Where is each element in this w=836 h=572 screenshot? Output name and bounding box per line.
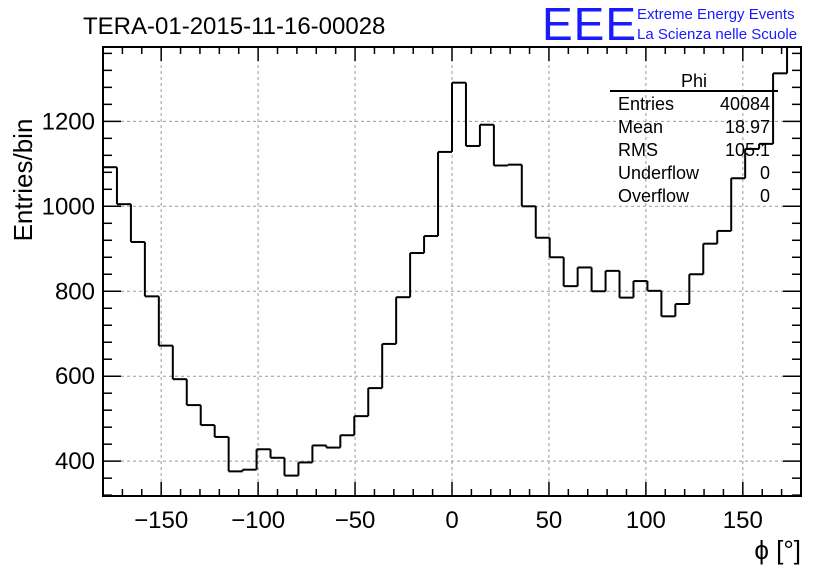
histogram-bin — [395, 296, 411, 344]
x-tick-label: 50 — [536, 507, 563, 534]
stats-label: Overflow — [618, 186, 690, 206]
histogram-bin — [604, 269, 620, 292]
histogram-bin — [283, 457, 299, 477]
histogram-bin — [534, 206, 550, 239]
histogram-bin — [632, 280, 648, 298]
histogram-bin — [199, 405, 215, 427]
histogram-bin — [171, 345, 187, 381]
histogram-bin — [786, 46, 801, 74]
eee-logo: EEE Extreme Energy Events La Scienza nel… — [542, 0, 797, 50]
histogram-bin — [297, 461, 313, 476]
logo-mark: EEE — [542, 0, 637, 50]
histogram-bin — [367, 387, 383, 417]
histogram-bin — [339, 434, 355, 448]
histogram-bin — [115, 167, 131, 206]
stats-label: Entries — [618, 94, 674, 114]
histogram-bin — [646, 281, 662, 292]
histogram-bin — [520, 164, 536, 208]
histogram-bin — [548, 237, 564, 259]
histogram-bin — [255, 448, 271, 470]
x-tick-label: −50 — [335, 507, 376, 534]
histogram-bin — [674, 302, 690, 317]
y-tick-label: 1200 — [42, 108, 95, 135]
histogram-bin — [143, 241, 159, 298]
y-tick-label: 1000 — [42, 193, 95, 220]
stats-value: 0 — [760, 186, 770, 206]
histogram-bin — [716, 229, 732, 244]
histogram-bin — [157, 296, 173, 347]
y-tick-label: 800 — [55, 278, 95, 305]
histogram-bin — [325, 445, 341, 449]
x-tick-label: −150 — [134, 507, 188, 534]
histogram-bin — [492, 124, 508, 167]
y-tick-label: 400 — [55, 448, 95, 475]
y-tick-label: 600 — [55, 363, 95, 390]
histogram-bin — [478, 123, 494, 146]
histogram-bin — [227, 436, 243, 473]
histogram-bin — [451, 81, 466, 152]
stats-box: Phi Entries 40084 Mean 18.97 RMS 105.1 U… — [610, 71, 778, 206]
stats-value: 40084 — [720, 94, 770, 114]
histogram-bin — [618, 270, 634, 299]
histogram-bin — [576, 266, 592, 287]
histogram-bin — [185, 379, 201, 407]
histogram-bin — [562, 257, 578, 288]
histogram-bin — [590, 267, 606, 293]
logo-line2: La Scienza nelle Scuole — [637, 26, 797, 43]
histogram-bin — [129, 204, 145, 243]
y-axis-label: Entries/bin — [8, 119, 38, 242]
stats-label: RMS — [618, 140, 658, 160]
logo-line1: Extreme Energy Events — [637, 6, 795, 23]
stats-value: 18.97 — [725, 117, 770, 137]
histogram-bin — [772, 72, 788, 144]
x-tick-label: 0 — [445, 507, 458, 534]
histogram-series — [103, 46, 801, 477]
histogram-bin — [437, 150, 452, 237]
chart-title: TERA-01-2015-11-16-00028 — [83, 13, 385, 40]
stats-value: 0 — [760, 163, 770, 183]
histogram-bin — [269, 449, 285, 459]
stats-label: Mean — [618, 117, 663, 137]
histogram-bin — [311, 444, 327, 463]
histogram-bin — [758, 142, 774, 149]
x-tick-label: 100 — [626, 507, 666, 534]
histogram-bin — [464, 82, 480, 147]
histogram-bin — [241, 468, 257, 472]
histogram-bin — [730, 177, 746, 231]
x-axis-label: ϕ [°] — [754, 535, 801, 565]
histogram-bin — [506, 163, 522, 166]
histogram-bin — [381, 342, 397, 389]
histogram-bin — [213, 425, 229, 438]
histogram-bin — [353, 415, 369, 436]
histogram-bin — [688, 273, 704, 304]
histogram-bin — [744, 147, 760, 179]
stats-label: Underflow — [618, 163, 700, 183]
x-tick-label: −100 — [231, 507, 285, 534]
stats-value: 105.1 — [725, 140, 770, 160]
stats-title: Phi — [681, 71, 707, 91]
axes: −150 −100 −50 0 50 100 150 400 600 800 1000 1200 — [42, 46, 802, 534]
histogram-bin — [702, 242, 718, 275]
histogram-bin — [409, 252, 425, 298]
x-tick-label: 150 — [723, 507, 763, 534]
histogram-bin — [423, 235, 439, 254]
histogram-bin — [660, 290, 676, 318]
